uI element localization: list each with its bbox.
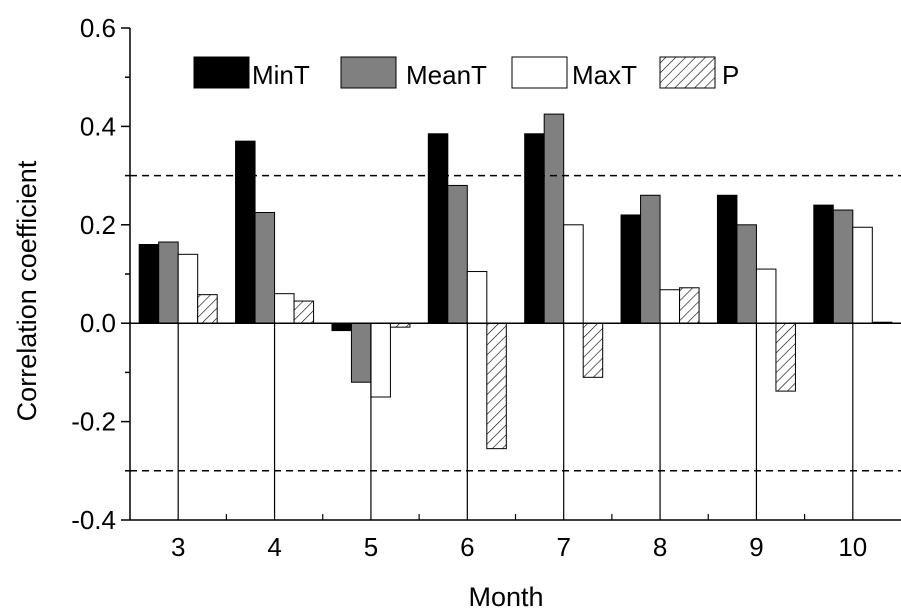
x-axis-title: Month xyxy=(468,582,543,612)
legend-label-p: P xyxy=(722,60,739,90)
x-tick-label: 6 xyxy=(460,532,474,562)
bar-mint-month-8 xyxy=(620,214,642,324)
bar-meant-month-5 xyxy=(350,322,372,383)
bar-p-month-4 xyxy=(293,300,315,324)
bar-p-month-8 xyxy=(679,287,700,324)
bar-maxt-month-10 xyxy=(852,226,873,324)
bar-maxt-month-9 xyxy=(755,268,777,324)
bar-maxt-month-5 xyxy=(370,322,391,398)
bars-layer xyxy=(138,113,893,450)
y-axis-title: Correlation coefficient xyxy=(12,160,42,421)
legend: MinT MeanT MaxT P xyxy=(193,56,739,90)
legend-label-meant: MeanT xyxy=(406,60,487,90)
bar-p-month-6 xyxy=(486,322,507,450)
bar-p-month-3 xyxy=(197,294,218,324)
bar-meant-month-7 xyxy=(543,113,565,324)
bar-meant-month-4 xyxy=(254,212,276,324)
x-tick-label: 7 xyxy=(556,532,570,562)
x-tick-label: 9 xyxy=(749,532,763,562)
y-tick-label: 0.4 xyxy=(80,111,116,141)
y-tick-label: -0.2 xyxy=(71,407,116,437)
legend-swatch-meant xyxy=(340,56,397,89)
bar-p-month-9 xyxy=(775,322,796,392)
x-tick-label: 5 xyxy=(364,532,378,562)
bar-mint-month-9 xyxy=(716,194,738,324)
bar-meant-month-6 xyxy=(447,184,468,324)
bar-mint-month-5 xyxy=(331,322,352,332)
x-tick-label: 8 xyxy=(653,532,667,562)
legend-label-mint: MinT xyxy=(252,60,310,90)
bar-maxt-month-3 xyxy=(177,253,199,324)
bar-meant-month-8 xyxy=(640,194,661,324)
x-tick-label: 4 xyxy=(267,532,281,562)
bar-meant-month-10 xyxy=(832,209,854,324)
bar-p-month-7 xyxy=(582,322,604,378)
reference-lines xyxy=(130,174,901,472)
bar-meant-month-3 xyxy=(158,241,179,324)
bar-mint-month-6 xyxy=(427,133,449,324)
bar-mint-month-4 xyxy=(235,140,256,324)
legend-swatch-mint xyxy=(193,56,250,89)
x-tick-label: 3 xyxy=(171,532,185,562)
y-tick-label: 0.0 xyxy=(80,308,116,338)
legend-label-maxt: MaxT xyxy=(572,60,637,90)
bar-maxt-month-4 xyxy=(274,293,295,324)
legend-swatch-p xyxy=(659,56,716,89)
y-tick-label: 0.2 xyxy=(80,210,116,240)
y-tick-label: 0.6 xyxy=(80,13,116,43)
bar-mint-month-7 xyxy=(524,133,545,324)
legend-swatch-maxt xyxy=(511,56,568,89)
bar-mint-month-10 xyxy=(813,204,834,324)
y-tick-label: -0.4 xyxy=(71,505,116,535)
bar-maxt-month-7 xyxy=(563,224,584,324)
bar-maxt-month-8 xyxy=(659,289,681,324)
x-tick-label: 10 xyxy=(838,532,867,562)
bar-maxt-month-6 xyxy=(466,271,488,324)
bar-mint-month-3 xyxy=(138,243,160,324)
bar-meant-month-9 xyxy=(736,224,757,324)
axes: -0.4 -0.2 0.0 0.2 0.4 0.6 3 4 5 6 7 8 9 10 xyxy=(71,13,901,562)
